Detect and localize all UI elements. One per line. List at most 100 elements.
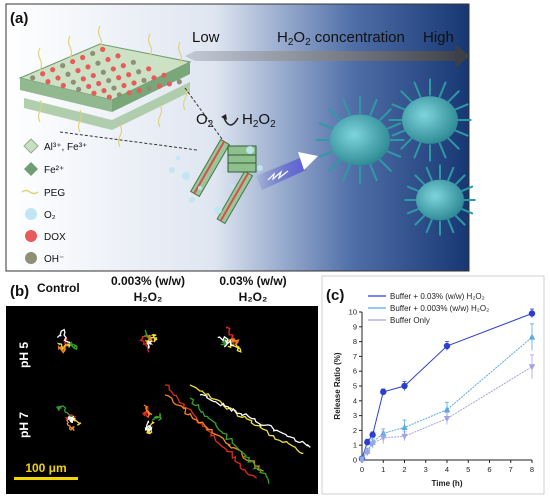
panel-a: (a) Low H2O2 concentration High Al³⁺, Fe… (5, 3, 476, 272)
cell-spike (458, 185, 474, 193)
col-header-low-line2: H₂O₂ (134, 290, 163, 304)
panel-b-tag: (b) (10, 283, 29, 300)
ldh-dot (100, 46, 106, 52)
trajectory (151, 413, 163, 422)
peg-chain (77, 109, 83, 133)
ldh-dot (40, 71, 46, 77)
trajectory (199, 393, 311, 448)
oxygen-bubble (182, 172, 190, 180)
panel-a-background (5, 3, 470, 272)
cell-spike (447, 218, 455, 234)
tumor-cells (315, 78, 476, 236)
legend-fe2-marker (24, 162, 38, 176)
cell-spike (369, 98, 378, 117)
data-point (443, 416, 451, 423)
oxygen-bubble (214, 206, 222, 214)
oxygen-bubble (230, 184, 234, 188)
cell-spike (425, 166, 433, 182)
concentration-title: H2O2 concentration (277, 29, 405, 48)
y-tick-label: 3 (353, 411, 357, 420)
trajectory (189, 397, 270, 484)
cell-spike (446, 90, 460, 104)
panel-c-tag: (c) (326, 287, 344, 304)
oxygen-bubble (189, 197, 195, 203)
peg-chain (37, 99, 43, 123)
col-header-low-line1: 0.003% (w/w) (111, 274, 185, 288)
panel-b: (b) Control 0.003% (w/w) H₂O₂ 0.03% (w/w… (6, 274, 318, 494)
cell-spike (446, 136, 460, 150)
release-chart: 0 1 2 3 4 5 6 7 8 0 1 2 3 4 5 6 7 8 9 10 Time (h) Release Rat… (333, 292, 536, 488)
x-axis-label: Time (h) (432, 479, 463, 488)
ldh-dot (30, 75, 36, 81)
ldh-dot (116, 92, 122, 98)
cell-spike (318, 122, 337, 131)
cell-spike (378, 108, 392, 122)
data-point (528, 310, 536, 317)
legend-peg-marker (21, 189, 39, 195)
legend-o2-marker (25, 208, 37, 220)
trajectory (139, 335, 150, 353)
cell-spike (447, 166, 455, 182)
data-point (401, 382, 408, 390)
ldh-dot (131, 80, 137, 86)
data-point (369, 431, 376, 439)
y-tick-label: 1 (353, 441, 357, 450)
cell-spike (391, 103, 408, 112)
y-tick-label: 2 (353, 426, 357, 435)
data-point (401, 423, 408, 430)
legend-label: Buffer Only (390, 316, 430, 325)
ldh-dot (80, 54, 86, 61)
y-tick-label: 4 (353, 396, 357, 405)
oxygen-bubble (246, 146, 254, 154)
ldh-dot (70, 58, 76, 65)
legend-o2-label: O₂ (44, 210, 56, 221)
col-header-high-line1: 0.03% (w/w) (219, 274, 286, 288)
trajectory (217, 335, 235, 348)
trajectory (149, 333, 158, 343)
peg-chain (182, 87, 188, 111)
cell-spike (391, 128, 408, 137)
cell-spike (452, 103, 469, 112)
ldh-dot (151, 75, 157, 81)
x-tick-label: 6 (487, 465, 491, 474)
data-point (443, 342, 451, 350)
peg-chain (67, 35, 73, 59)
trajectory (67, 415, 75, 424)
x-tick-label: 7 (509, 465, 513, 474)
cell-body (330, 114, 390, 166)
cell-spike (383, 122, 402, 131)
trajectory (56, 328, 71, 343)
row-label-ph5: pH 5 (17, 342, 31, 368)
legend-dox-label: DOX (44, 232, 66, 243)
zoom-line (59, 131, 198, 151)
low-label: Low (192, 29, 220, 46)
x-tick-label: 4 (445, 465, 449, 474)
cell-spike (328, 108, 342, 122)
ldh-dot (120, 63, 126, 69)
ldh-dot (95, 60, 101, 66)
ldh-dot (136, 69, 142, 75)
oxygen-bubble (169, 167, 175, 173)
legend-dox-marker (25, 230, 37, 242)
legend-oh-label: OH⁻ (44, 254, 64, 265)
ldh-dot (146, 85, 152, 91)
x-tick-label: 8 (530, 465, 534, 474)
ldh-dot (105, 56, 111, 63)
schematic-legend: Al³⁺, Fe³⁺ Fe²⁺ PEG O₂ DOX OH⁻ (21, 138, 87, 265)
cell-spike (452, 128, 469, 137)
data-point (380, 435, 387, 442)
ldh-dot (45, 79, 51, 85)
ldh-dot (80, 76, 86, 82)
ldh-dot (176, 79, 182, 85)
cell-body (402, 96, 458, 144)
cell-spike (406, 207, 422, 215)
trajectory (145, 421, 155, 435)
ldh-dot (126, 72, 132, 78)
ldh-dot (65, 71, 71, 77)
x-tick-label: 5 (466, 465, 470, 474)
ldh-dot (166, 81, 172, 87)
ldh-dot (121, 82, 127, 89)
ldh-surface-dots (30, 46, 182, 100)
cell-spike (342, 163, 351, 182)
data-point (380, 388, 387, 396)
